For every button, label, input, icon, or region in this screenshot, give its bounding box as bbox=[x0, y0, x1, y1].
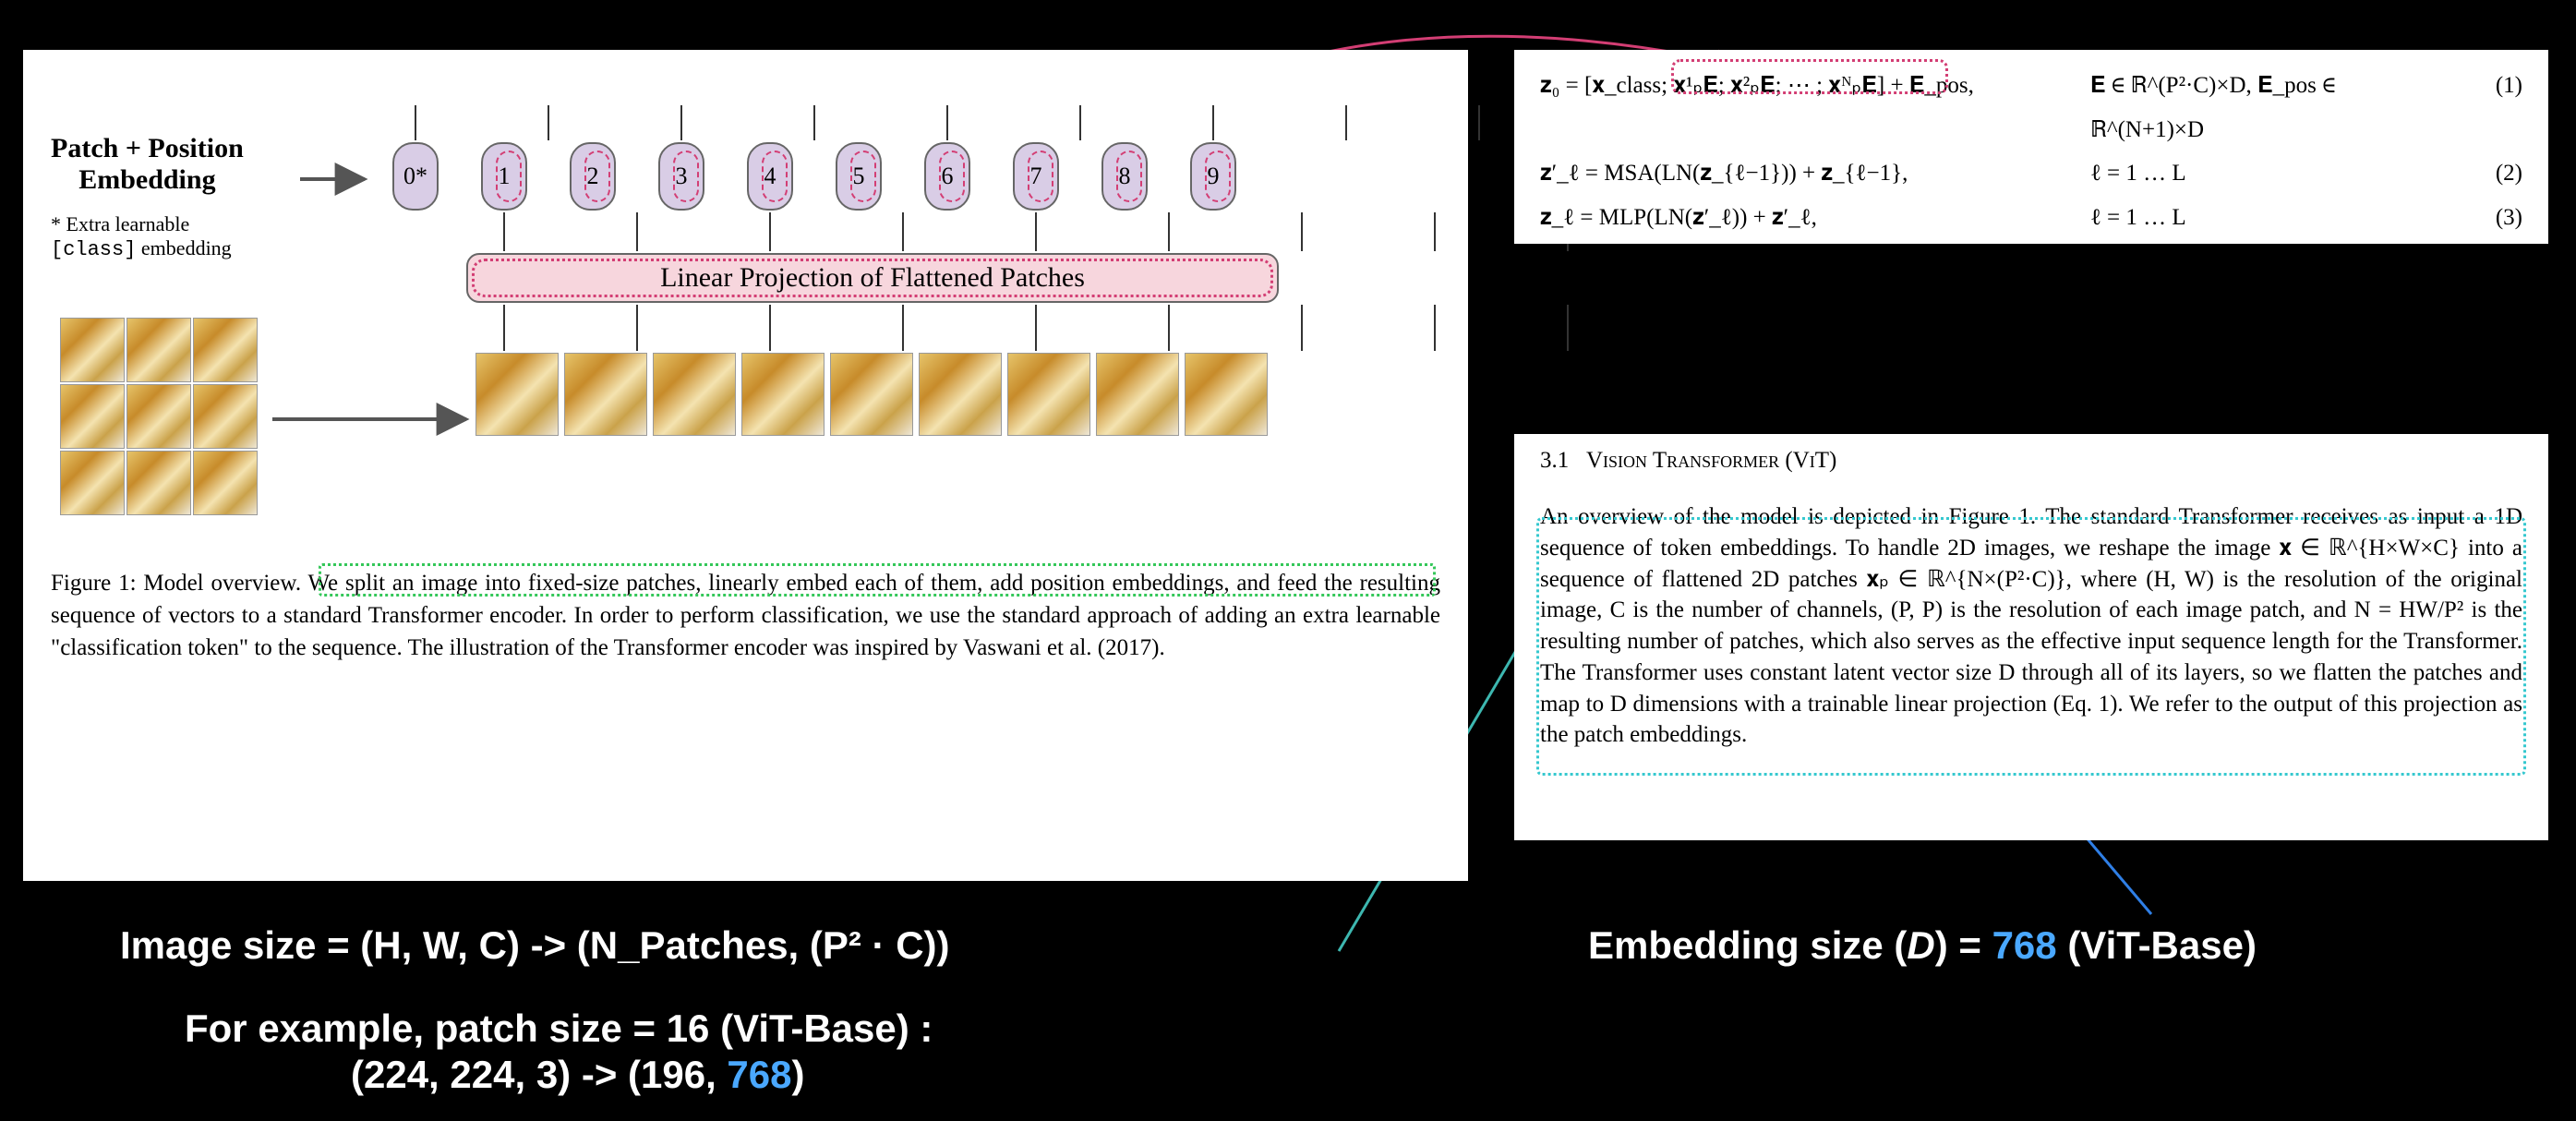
pos-token-1: 1 bbox=[481, 142, 527, 211]
anno-line3c: ) = bbox=[1935, 923, 1992, 967]
pos-token-2: 2 bbox=[570, 142, 616, 211]
pos-token-5: 5 bbox=[836, 142, 882, 211]
caption-highlight-box bbox=[319, 563, 1436, 597]
section-number: 3.1 bbox=[1540, 448, 1569, 473]
eq-left: 𝐳′_ℓ = MSA(LN(𝐳_{ℓ−1})) + 𝐳_{ℓ−1}, bbox=[1540, 151, 2090, 196]
pos-token-8: 8 bbox=[1101, 142, 1148, 211]
eq-num: (1) bbox=[2444, 64, 2522, 151]
vbar-row-bot bbox=[481, 305, 1613, 351]
pizza-grid bbox=[60, 318, 258, 515]
anno-line3e: (ViT-Base) bbox=[2057, 923, 2257, 967]
patch-emb-dash-7 bbox=[1028, 151, 1053, 202]
annotation-example-2: (224, 224, 3) -> (196, 768) bbox=[351, 1053, 805, 1097]
annotation-embedding: Embedding size (D) = 768 (ViT-Base) bbox=[1588, 923, 2257, 968]
arrow-grid-to-strip bbox=[272, 401, 475, 438]
fig-caption-prefix: Figure 1: Model overview. bbox=[51, 571, 307, 596]
patch-emb-dash-4 bbox=[762, 151, 788, 202]
section-panel: 3.1 Vision Transformer (ViT) An overview… bbox=[1514, 434, 2548, 840]
pos-token-6: 6 bbox=[924, 142, 970, 211]
label-sub1: * Extra learnable bbox=[51, 212, 244, 236]
patch-position-label: Patch + Position Embedding * Extra learn… bbox=[51, 133, 244, 261]
equations-panel: 𝐳₀ = [𝐱_class; 𝐱¹ₚ𝐄; 𝐱²ₚ𝐄; ⋯ ; 𝐱ᴺₚ𝐄] + 𝐄… bbox=[1514, 50, 2548, 244]
anno-line2a: For example, patch size = 16 (ViT-Base) … bbox=[185, 1006, 933, 1050]
patch-emb-dash-2 bbox=[584, 151, 610, 202]
pizza-strip bbox=[475, 353, 1268, 436]
patch-emb-dash-8 bbox=[1116, 151, 1142, 202]
label-sub2: [class] bbox=[51, 238, 136, 261]
class-token: 0* bbox=[392, 142, 439, 211]
arrow-to-tokens bbox=[300, 161, 374, 198]
pos-token-7: 7 bbox=[1013, 142, 1059, 211]
label-sub3: embedding bbox=[136, 236, 231, 259]
eq-mid: 𝐄 ∈ ℝ^(P²·C)×D, 𝐄_pos ∈ ℝ^(N+1)×D bbox=[2090, 64, 2444, 151]
label-sub-row: [class] embedding bbox=[51, 236, 244, 261]
annotation-example-1: For example, patch size = 16 (ViT-Base) … bbox=[185, 1006, 933, 1051]
para-highlight-box bbox=[1536, 517, 2526, 776]
equation-row: 𝐲 = LN(𝐳⁰_L) (4) bbox=[1540, 239, 2522, 283]
eq-num: (3) bbox=[2444, 196, 2522, 240]
eq-mid bbox=[2090, 239, 2444, 283]
eq-left: 𝐲 = LN(𝐳⁰_L) bbox=[1540, 239, 2090, 283]
anno-line2b-hi: 768 bbox=[727, 1053, 791, 1096]
anno-line2b-post: ) bbox=[792, 1053, 805, 1096]
patch-emb-dash-1 bbox=[496, 151, 522, 202]
eq-num: (2) bbox=[2444, 151, 2522, 196]
eq-highlight-box bbox=[1671, 59, 1948, 94]
patch-emb-dash-5 bbox=[850, 151, 876, 202]
label-line1: Patch + Position bbox=[51, 133, 244, 164]
anno-line3b: D bbox=[1907, 923, 1934, 967]
annotation-image-size: Image size = (H, W, C) -> (N_Patches, (P… bbox=[120, 923, 950, 968]
label-line2: Embedding bbox=[51, 164, 244, 196]
pos-token-9: 9 bbox=[1190, 142, 1236, 211]
patch-emb-dash-6 bbox=[939, 151, 965, 202]
vbar-row-mid bbox=[481, 212, 1613, 251]
section-title: Vision Transformer (ViT) bbox=[1586, 448, 1836, 473]
anno-line3d: 768 bbox=[1992, 923, 2057, 967]
pos-token-3: 3 bbox=[658, 142, 704, 211]
eq-left: 𝐳_ℓ = MLP(LN(𝐳′_ℓ)) + 𝐳′_ℓ, bbox=[1540, 196, 2090, 240]
patch-emb-dash-3 bbox=[673, 151, 699, 202]
vbar-row-top bbox=[392, 105, 1657, 140]
linear-projection-label: Linear Projection of Flattened Patches bbox=[660, 262, 1085, 294]
patch-emb-dash-9 bbox=[1205, 151, 1231, 202]
equation-row: 𝐳′_ℓ = MSA(LN(𝐳_{ℓ−1})) + 𝐳_{ℓ−1},ℓ = 1 … bbox=[1540, 151, 2522, 196]
eq-num: (4) bbox=[2444, 239, 2522, 283]
anno-line3a: Embedding size ( bbox=[1588, 923, 1907, 967]
eq-mid: ℓ = 1 … L bbox=[2090, 196, 2444, 240]
left-figure-panel: Patch + Position Embedding * Extra learn… bbox=[23, 50, 1468, 881]
section-heading: 3.1 Vision Transformer (ViT) bbox=[1540, 448, 2522, 474]
eq-mid: ℓ = 1 … L bbox=[2090, 151, 2444, 196]
token-row: 0* 123456789 bbox=[392, 142, 1236, 211]
pos-token-4: 4 bbox=[747, 142, 793, 211]
anno-line2b-pre: (224, 224, 3) -> (196, bbox=[351, 1053, 727, 1096]
anno-line1: Image size = (H, W, C) -> (N_Patches, (P… bbox=[120, 923, 950, 967]
equation-rows: 𝐳₀ = [𝐱_class; 𝐱¹ₚ𝐄; 𝐱²ₚ𝐄; ⋯ ; 𝐱ᴺₚ𝐄] + 𝐄… bbox=[1540, 64, 2522, 283]
equation-row: 𝐳_ℓ = MLP(LN(𝐳′_ℓ)) + 𝐳′_ℓ,ℓ = 1 … L(3) bbox=[1540, 196, 2522, 240]
linear-projection-box: Linear Projection of Flattened Patches bbox=[466, 253, 1279, 303]
